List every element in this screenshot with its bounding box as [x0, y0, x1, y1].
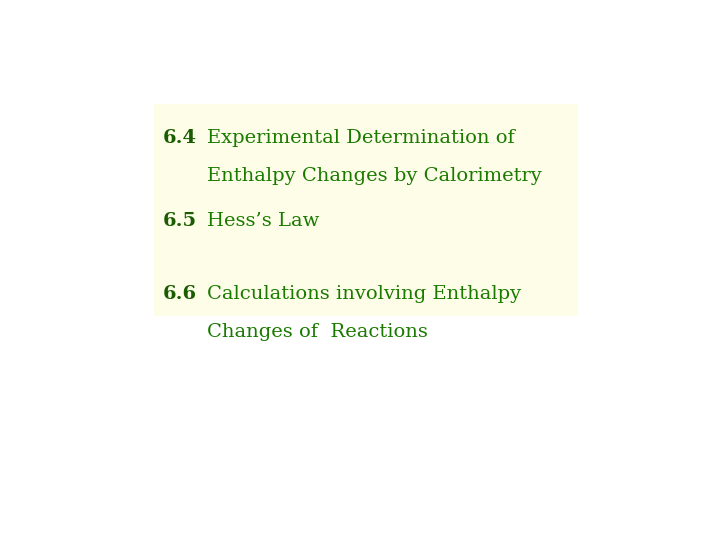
Text: Experimental Determination of: Experimental Determination of	[207, 129, 515, 147]
Text: 6.5: 6.5	[163, 212, 197, 231]
Text: Changes of  Reactions: Changes of Reactions	[207, 322, 428, 341]
Text: Hess’s Law: Hess’s Law	[207, 212, 320, 231]
Text: 6.4: 6.4	[163, 129, 197, 147]
Text: 6.6: 6.6	[163, 285, 197, 303]
Text: Enthalpy Changes by Calorimetry: Enthalpy Changes by Calorimetry	[207, 167, 542, 185]
FancyBboxPatch shape	[154, 104, 578, 316]
Text: Calculations involving Enthalpy: Calculations involving Enthalpy	[207, 285, 521, 303]
